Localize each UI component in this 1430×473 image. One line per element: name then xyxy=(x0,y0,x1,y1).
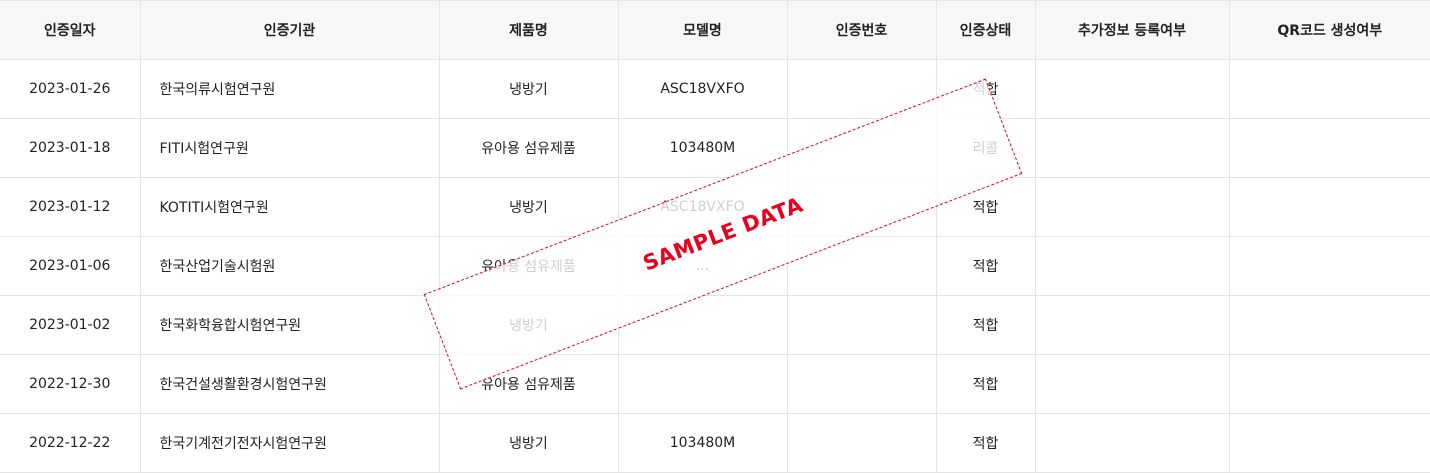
column-header-cert-agency: 인증기관 xyxy=(139,0,440,60)
model-name-cell xyxy=(617,295,788,355)
cert-status-cell: 적합 xyxy=(935,295,1036,355)
column-header-cert-date: 인증일자 xyxy=(0,0,141,60)
column-header-model-name: 모델명 xyxy=(617,0,788,60)
cert-agency-cell: 한국화학융합시험연구원 xyxy=(139,295,440,355)
additional-info-cell xyxy=(1034,354,1230,414)
cert-agency-cell: 한국산업기술시험원 xyxy=(139,236,440,296)
cert-date-cell: 2023-01-12 xyxy=(0,177,141,237)
qr-code-cell xyxy=(1228,177,1430,237)
cert-number-cell xyxy=(786,177,937,237)
column-header-additional-info: 추가정보 등록여부 xyxy=(1034,0,1230,60)
additional-info-cell xyxy=(1034,177,1230,237)
cert-date-cell: 2022-12-22 xyxy=(0,413,141,473)
additional-info-cell xyxy=(1034,295,1230,355)
qr-code-cell xyxy=(1228,413,1430,473)
cert-number-cell xyxy=(786,236,937,296)
product-name-cell: 유아용 섬유제품 xyxy=(438,236,619,296)
product-name-cell: 냉방기 xyxy=(438,177,619,237)
cert-date-cell: 2023-01-06 xyxy=(0,236,141,296)
table-header-row: 인증일자 인증기관 제품명 모델명 인증번호 인증상태 추가정보 등록여부 QR… xyxy=(0,0,1430,60)
model-name-cell xyxy=(617,354,788,414)
model-name-cell: 103480M xyxy=(617,118,788,178)
table-row[interactable]: 2022-12-22 한국기계전기전자시험연구원 냉방기 103480M 적합 xyxy=(0,413,1430,473)
cert-date-cell: 2023-01-26 xyxy=(0,59,141,119)
cert-agency-cell: KOTITI시험연구원 xyxy=(139,177,440,237)
cert-number-cell xyxy=(786,354,937,414)
column-header-qr-code: QR코드 생성여부 xyxy=(1228,0,1430,60)
table-row[interactable]: 2023-01-26 한국의류시험연구원 냉방기 ASC18VXFO 적합 xyxy=(0,59,1430,119)
column-header-cert-number: 인증번호 xyxy=(786,0,937,60)
cert-status-cell: 적합 xyxy=(935,413,1036,473)
product-name-cell: 냉방기 xyxy=(438,295,619,355)
qr-code-cell xyxy=(1228,354,1430,414)
product-name-cell: 냉방기 xyxy=(438,413,619,473)
table-row[interactable]: 2022-12-30 한국건설생활환경시험연구원 유아용 섬유제품 적합 xyxy=(0,354,1430,414)
cert-agency-cell: FITI시험연구원 xyxy=(139,118,440,178)
cert-date-cell: 2022-12-30 xyxy=(0,354,141,414)
table-row[interactable]: 2023-01-18 FITI시험연구원 유아용 섬유제품 103480M 리콜 xyxy=(0,118,1430,178)
additional-info-cell xyxy=(1034,413,1230,473)
table-row[interactable]: 2023-01-12 KOTITI시험연구원 냉방기 ASC18VXFO 적합 xyxy=(0,177,1430,237)
product-name-cell: 유아용 섬유제품 xyxy=(438,118,619,178)
qr-code-cell xyxy=(1228,59,1430,119)
cert-number-cell xyxy=(786,59,937,119)
column-header-product-name: 제품명 xyxy=(438,0,619,60)
table-row[interactable]: 2023-01-06 한국산업기술시험원 유아용 섬유제품 ... 적합 xyxy=(0,236,1430,296)
cert-agency-cell: 한국건설생활환경시험연구원 xyxy=(139,354,440,414)
product-name-cell: 냉방기 xyxy=(438,59,619,119)
model-name-cell: ASC18VXFO xyxy=(617,177,788,237)
column-header-cert-status: 인증상태 xyxy=(935,0,1036,60)
model-name-cell: 103480M xyxy=(617,413,788,473)
cert-status-cell: 리콜 xyxy=(935,118,1036,178)
cert-agency-cell: 한국기계전기전자시험연구원 xyxy=(139,413,440,473)
qr-code-cell xyxy=(1228,236,1430,296)
cert-number-cell xyxy=(786,413,937,473)
qr-code-cell xyxy=(1228,118,1430,178)
additional-info-cell xyxy=(1034,118,1230,178)
additional-info-cell xyxy=(1034,236,1230,296)
additional-info-cell xyxy=(1034,59,1230,119)
cert-date-cell: 2023-01-02 xyxy=(0,295,141,355)
cert-date-cell: 2023-01-18 xyxy=(0,118,141,178)
cert-status-cell: 적합 xyxy=(935,354,1036,414)
table-row[interactable]: 2023-01-02 한국화학융합시험연구원 냉방기 적합 xyxy=(0,295,1430,355)
model-name-cell: ... xyxy=(617,236,788,296)
cert-number-cell xyxy=(786,295,937,355)
cert-number-cell xyxy=(786,118,937,178)
cert-status-cell: 적합 xyxy=(935,236,1036,296)
cert-agency-cell: 한국의류시험연구원 xyxy=(139,59,440,119)
cert-status-cell: 적합 xyxy=(935,59,1036,119)
product-name-cell: 유아용 섬유제품 xyxy=(438,354,619,414)
model-name-cell: ASC18VXFO xyxy=(617,59,788,119)
cert-status-cell: 적합 xyxy=(935,177,1036,237)
qr-code-cell xyxy=(1228,295,1430,355)
